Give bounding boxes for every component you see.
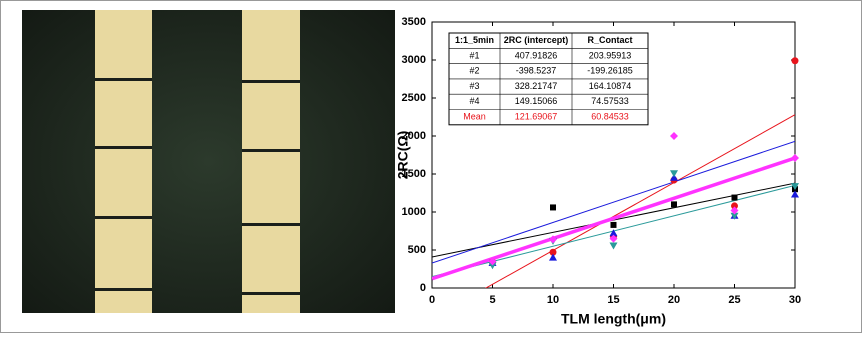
point xyxy=(670,173,678,181)
x-tick-label: 25 xyxy=(728,294,740,306)
y-tick-label: 0 xyxy=(420,282,426,294)
y-tick-label: 1500 xyxy=(402,168,426,180)
y-axis-label: 2RC(Ω) xyxy=(395,131,411,180)
table-cell: #4 xyxy=(469,96,479,106)
table-cell: 203.95913 xyxy=(589,50,632,60)
y-tick-label: 500 xyxy=(408,244,426,256)
table-cell: 407.91826 xyxy=(515,50,558,60)
table-cell: #1 xyxy=(469,50,479,60)
table-cell: 149.15066 xyxy=(515,96,558,106)
point xyxy=(549,235,557,244)
fit-line xyxy=(484,114,795,288)
point xyxy=(609,242,618,250)
x-axis-label: TLM length(μm) xyxy=(561,311,666,327)
point xyxy=(671,201,677,208)
chart: 0 500 1000 1500 2000 2500 3000 3500 0 5 10 15 20 25 30… xyxy=(395,16,801,327)
y-tick-label: 3000 xyxy=(402,54,426,66)
table-cell: 121.69067 xyxy=(515,112,558,122)
point xyxy=(731,194,738,201)
table-header: 1:1_5min xyxy=(455,35,494,45)
y-tick-label: 2000 xyxy=(402,130,426,142)
table-cell: 60.84533 xyxy=(591,112,629,122)
point xyxy=(791,57,799,65)
table-cell: 74.57533 xyxy=(591,96,629,106)
point xyxy=(730,206,739,215)
x-tick-label: 0 xyxy=(429,294,435,306)
x-tick-label: 30 xyxy=(789,294,801,306)
point xyxy=(609,234,618,243)
point xyxy=(550,204,556,211)
point xyxy=(609,229,618,237)
table-header: 2RC (intercept) xyxy=(504,35,569,45)
table-header: R_Contact xyxy=(587,35,632,45)
table-cell: -199.26185 xyxy=(587,66,633,76)
point xyxy=(549,253,557,261)
point xyxy=(670,170,678,178)
table-cell: Mean xyxy=(463,112,486,122)
point xyxy=(791,154,799,163)
y-tick-label: 3500 xyxy=(402,16,426,28)
y-tick-label: 1000 xyxy=(402,206,426,218)
fit-line xyxy=(432,140,795,264)
table-cell: 164.10874 xyxy=(589,81,632,91)
x-tick-label: 5 xyxy=(489,294,495,306)
point xyxy=(670,132,678,140)
y-tick-label: 2500 xyxy=(402,92,426,104)
micrograph xyxy=(22,10,395,313)
point xyxy=(610,221,617,228)
point xyxy=(791,190,799,198)
x-tick-label: 20 xyxy=(668,294,680,306)
table-cell: 328.21747 xyxy=(515,81,558,91)
point xyxy=(730,212,739,220)
point xyxy=(488,262,497,270)
x-tick-label: 15 xyxy=(607,294,619,306)
point xyxy=(791,183,799,191)
point xyxy=(488,257,497,266)
point xyxy=(549,248,557,256)
table-cell: #2 xyxy=(469,66,479,76)
point xyxy=(731,202,738,210)
table-cell: #3 xyxy=(469,81,479,91)
table-cell: -398.5237 xyxy=(516,66,557,76)
x-tick-label: 10 xyxy=(547,294,559,306)
